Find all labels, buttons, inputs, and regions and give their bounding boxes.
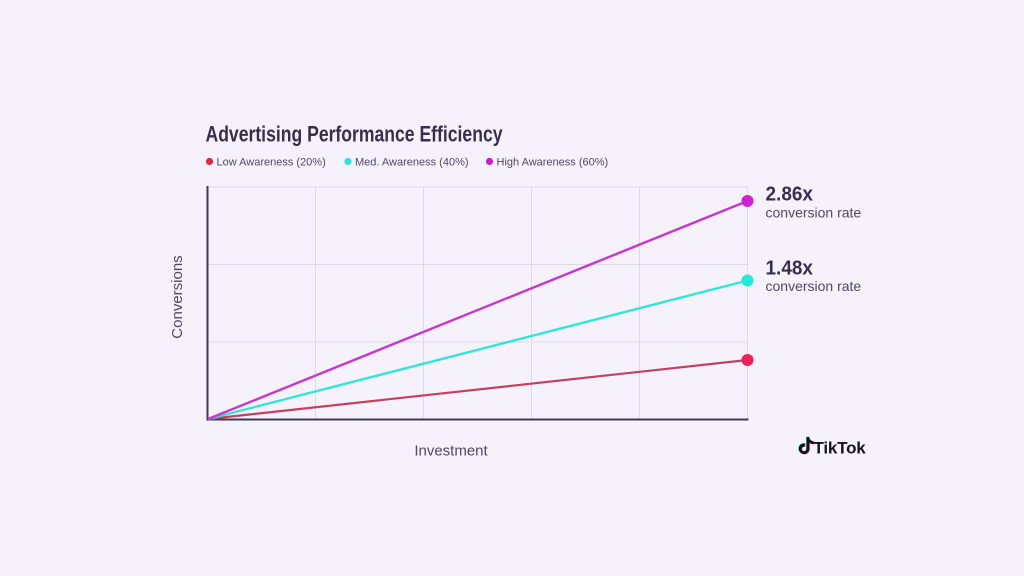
svg-text:TikTok: TikTok: [814, 439, 867, 458]
svg-text:Investment: Investment: [414, 443, 488, 460]
svg-text:2.86x: 2.86x: [766, 184, 814, 206]
svg-text:conversion rate: conversion rate: [766, 278, 862, 294]
svg-text:Conversions: Conversions: [169, 255, 186, 338]
svg-text:1.48x: 1.48x: [766, 258, 814, 280]
svg-text:Advertising Performance Effici: Advertising Performance Efficiency: [206, 122, 504, 147]
svg-text:Low Awareness (20%): Low Awareness (20%): [217, 157, 326, 169]
svg-text:High Awareness (60%): High Awareness (60%): [497, 157, 609, 169]
svg-text:Med. Awareness (40%): Med. Awareness (40%): [355, 157, 469, 169]
svg-text:conversion rate: conversion rate: [766, 205, 862, 221]
